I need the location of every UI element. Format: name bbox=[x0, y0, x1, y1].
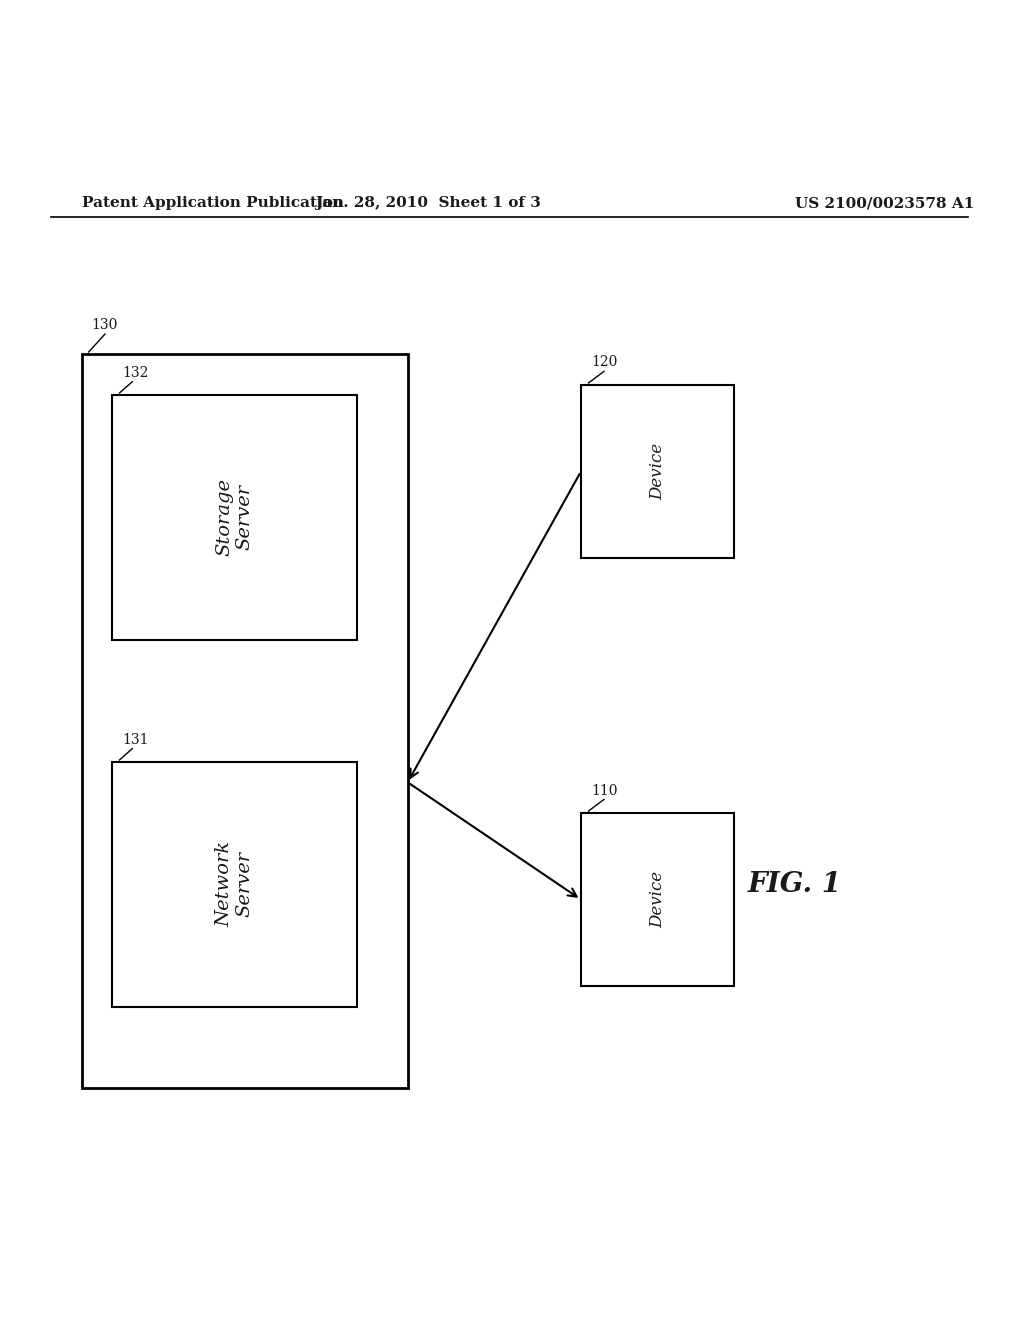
Text: 132: 132 bbox=[122, 366, 148, 380]
Text: Patent Application Publication: Patent Application Publication bbox=[82, 197, 343, 210]
Text: 110: 110 bbox=[591, 784, 617, 797]
Text: 120: 120 bbox=[591, 355, 617, 370]
Text: FIG. 1: FIG. 1 bbox=[748, 871, 842, 898]
Text: 131: 131 bbox=[122, 733, 148, 747]
Bar bbox=[82, 354, 408, 1088]
Text: Device: Device bbox=[649, 871, 666, 928]
Bar bbox=[112, 395, 356, 640]
Bar bbox=[581, 813, 734, 986]
Text: 130: 130 bbox=[92, 318, 118, 331]
Bar bbox=[112, 762, 356, 1007]
Text: Storage
Server: Storage Server bbox=[215, 478, 254, 556]
Bar bbox=[581, 385, 734, 558]
Text: Jan. 28, 2010  Sheet 1 of 3: Jan. 28, 2010 Sheet 1 of 3 bbox=[315, 197, 541, 210]
Text: Network
Server: Network Server bbox=[215, 841, 254, 928]
Text: US 2100/0023578 A1: US 2100/0023578 A1 bbox=[795, 197, 975, 210]
Text: Device: Device bbox=[649, 444, 666, 500]
